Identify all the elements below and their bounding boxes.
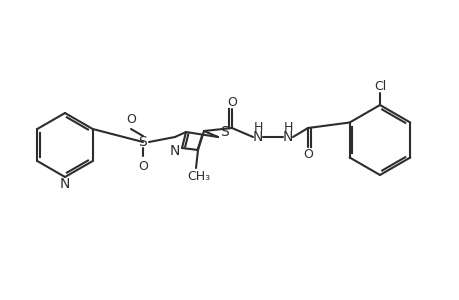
Text: S: S xyxy=(138,135,147,149)
Text: N: N xyxy=(252,130,263,144)
Text: O: O xyxy=(227,95,236,109)
Text: O: O xyxy=(126,112,136,125)
Text: Cl: Cl xyxy=(373,80,385,92)
Text: H: H xyxy=(283,121,292,134)
Text: O: O xyxy=(138,160,148,172)
Text: O: O xyxy=(302,148,312,160)
Text: N: N xyxy=(60,177,70,191)
Text: N: N xyxy=(169,144,180,158)
Text: N: N xyxy=(282,130,292,144)
Text: S: S xyxy=(220,125,229,139)
Text: H: H xyxy=(253,121,262,134)
Text: CH₃: CH₃ xyxy=(187,170,210,184)
